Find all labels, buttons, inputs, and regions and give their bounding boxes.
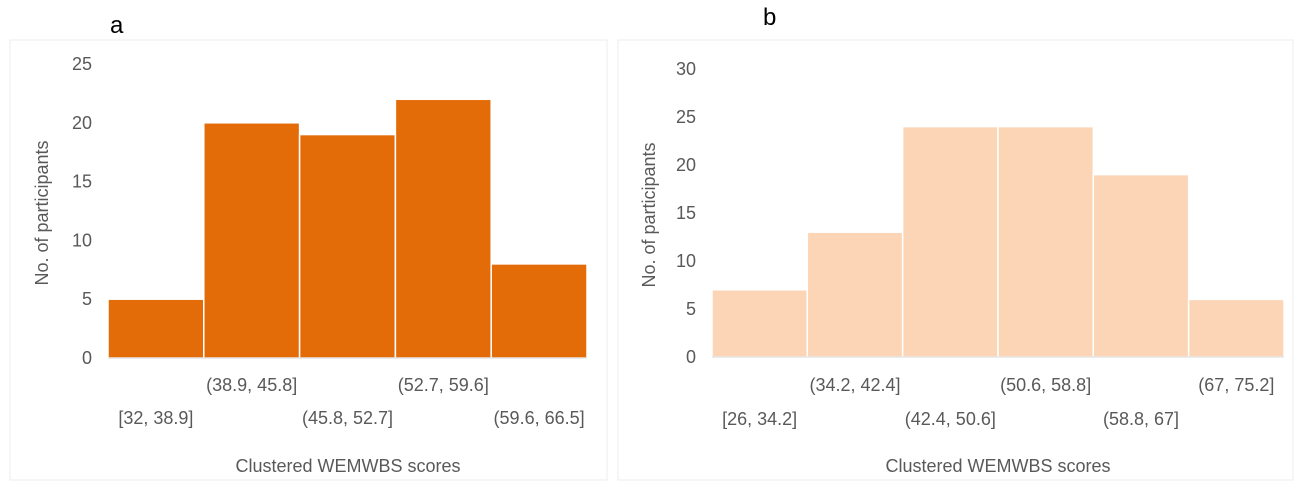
x-tick-label-b-0: [26, 34.2] — [722, 409, 797, 429]
y-tick-label-a-5: 25 — [72, 54, 92, 74]
bar-a-2 — [300, 135, 396, 358]
bar-a-3 — [395, 99, 491, 358]
x-tick-label-a-1: (38.9, 45.8] — [206, 375, 297, 395]
bar-a-4 — [491, 264, 587, 358]
bar-b-2 — [903, 127, 998, 357]
y-tick-label-b-3: 15 — [676, 203, 696, 223]
y-tick-label-a-2: 10 — [72, 230, 92, 250]
x-tick-label-b-2: (42.4, 50.6] — [905, 409, 996, 429]
x-tick-label-a-3: (52.7, 59.6] — [398, 375, 489, 395]
x-axis-title-b: Clustered WEMWBS scores — [885, 456, 1110, 476]
bar-b-3 — [998, 127, 1093, 357]
x-axis-title-a: Clustered WEMWBS scores — [235, 456, 460, 476]
x-tick-label-b-1: (34.2, 42.4] — [809, 375, 900, 395]
bar-a-1 — [204, 123, 300, 358]
y-tick-label-a-3: 15 — [72, 172, 92, 192]
x-tick-label-a-2: (45.8, 52.7] — [302, 408, 393, 428]
y-tick-label-b-0: 0 — [686, 347, 696, 367]
x-tick-label-a-4: (59.6, 66.5] — [494, 408, 585, 428]
panel-label-b: b — [763, 4, 776, 31]
x-tick-label-a-0: [32, 38.9] — [118, 408, 193, 428]
y-tick-label-b-4: 20 — [676, 155, 696, 175]
bar-b-5 — [1189, 299, 1284, 357]
y-tick-label-a-4: 20 — [72, 113, 92, 133]
bar-b-1 — [807, 232, 902, 357]
panel-b: b No. of participants Clustered WEMWBS s… — [618, 4, 1293, 480]
y-tick-label-b-2: 10 — [676, 251, 696, 271]
y-tick-label-a-0: 0 — [82, 348, 92, 368]
y-tick-label-b-5: 25 — [676, 107, 696, 127]
x-tick-label-b-3: (50.6, 58.8] — [1000, 375, 1091, 395]
y-tick-label-a-1: 5 — [82, 289, 92, 309]
x-tick-label-b-4: (58.8, 67] — [1103, 409, 1179, 429]
y-tick-label-b-6: 30 — [676, 59, 696, 79]
x-tick-label-b-5: (67, 75.2] — [1198, 375, 1274, 395]
y-tick-label-b-1: 5 — [686, 299, 696, 319]
bar-a-0 — [108, 299, 204, 358]
y-axis-title-b: No. of participants — [639, 142, 659, 287]
panel-a: a No. of participants Clustered WEMWBS s… — [10, 12, 607, 480]
panel-label-a: a — [110, 12, 124, 39]
bar-b-0 — [712, 290, 807, 357]
y-axis-title-a: No. of participants — [32, 140, 52, 285]
bar-b-4 — [1093, 175, 1188, 357]
